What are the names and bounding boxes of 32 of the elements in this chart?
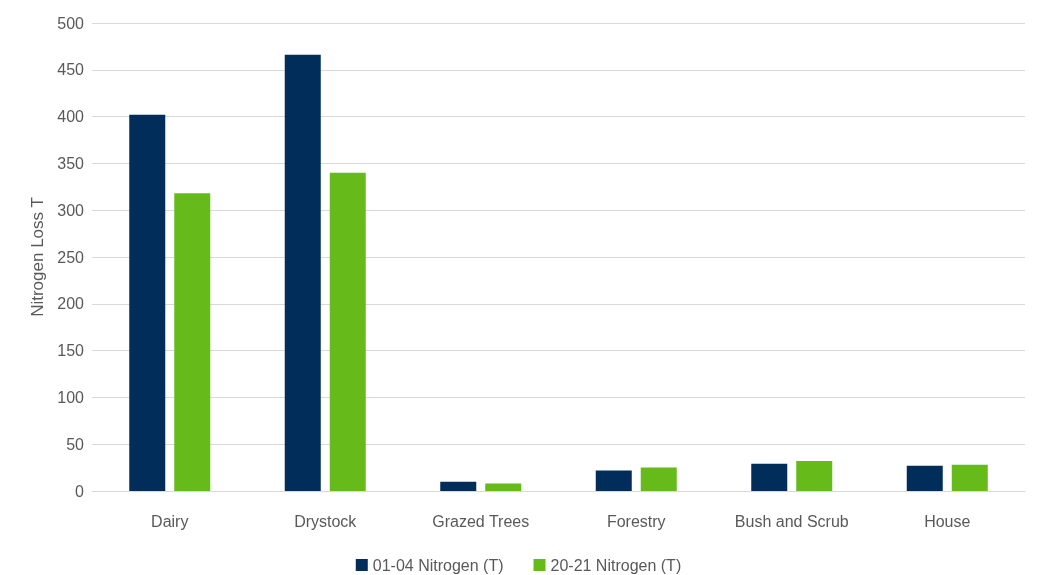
legend-label: 01-04 Nitrogen (T) <box>372 556 504 574</box>
bar <box>640 467 677 491</box>
bar <box>485 483 522 491</box>
y-tick-label: 50 <box>66 435 85 453</box>
y-tick-label: 400 <box>57 108 85 126</box>
y-tick-label: 350 <box>57 154 85 172</box>
y-tick-label: 200 <box>57 295 85 313</box>
y-tick-label: 500 <box>57 14 85 32</box>
y-tick-label: 0 <box>75 482 85 500</box>
bar <box>906 465 943 491</box>
x-tick-label: Forestry <box>606 512 666 530</box>
y-axis-title: Nitrogen Loss T <box>28 197 48 317</box>
bar <box>174 193 211 491</box>
y-tick-label: 250 <box>57 248 85 266</box>
bar <box>284 54 321 491</box>
y-tick-label: 150 <box>57 342 85 360</box>
bar <box>129 114 166 491</box>
bar <box>595 470 632 491</box>
bar <box>751 463 788 491</box>
x-tick-label: House <box>924 512 971 530</box>
x-tick-label: Drystock <box>294 512 358 530</box>
x-tick-label: Grazed Trees <box>432 512 530 530</box>
bar <box>440 481 477 491</box>
y-tick-label: 100 <box>57 388 85 406</box>
bar <box>329 172 366 491</box>
x-tick-label: Bush and Scrub <box>734 512 849 530</box>
y-tick-label: 300 <box>57 201 85 219</box>
x-tick-label: Dairy <box>151 512 189 530</box>
legend-label: 20-21 Nitrogen (T) <box>550 556 682 574</box>
bar <box>796 461 833 491</box>
y-tick-label: 450 <box>57 61 85 79</box>
bar <box>951 464 988 491</box>
